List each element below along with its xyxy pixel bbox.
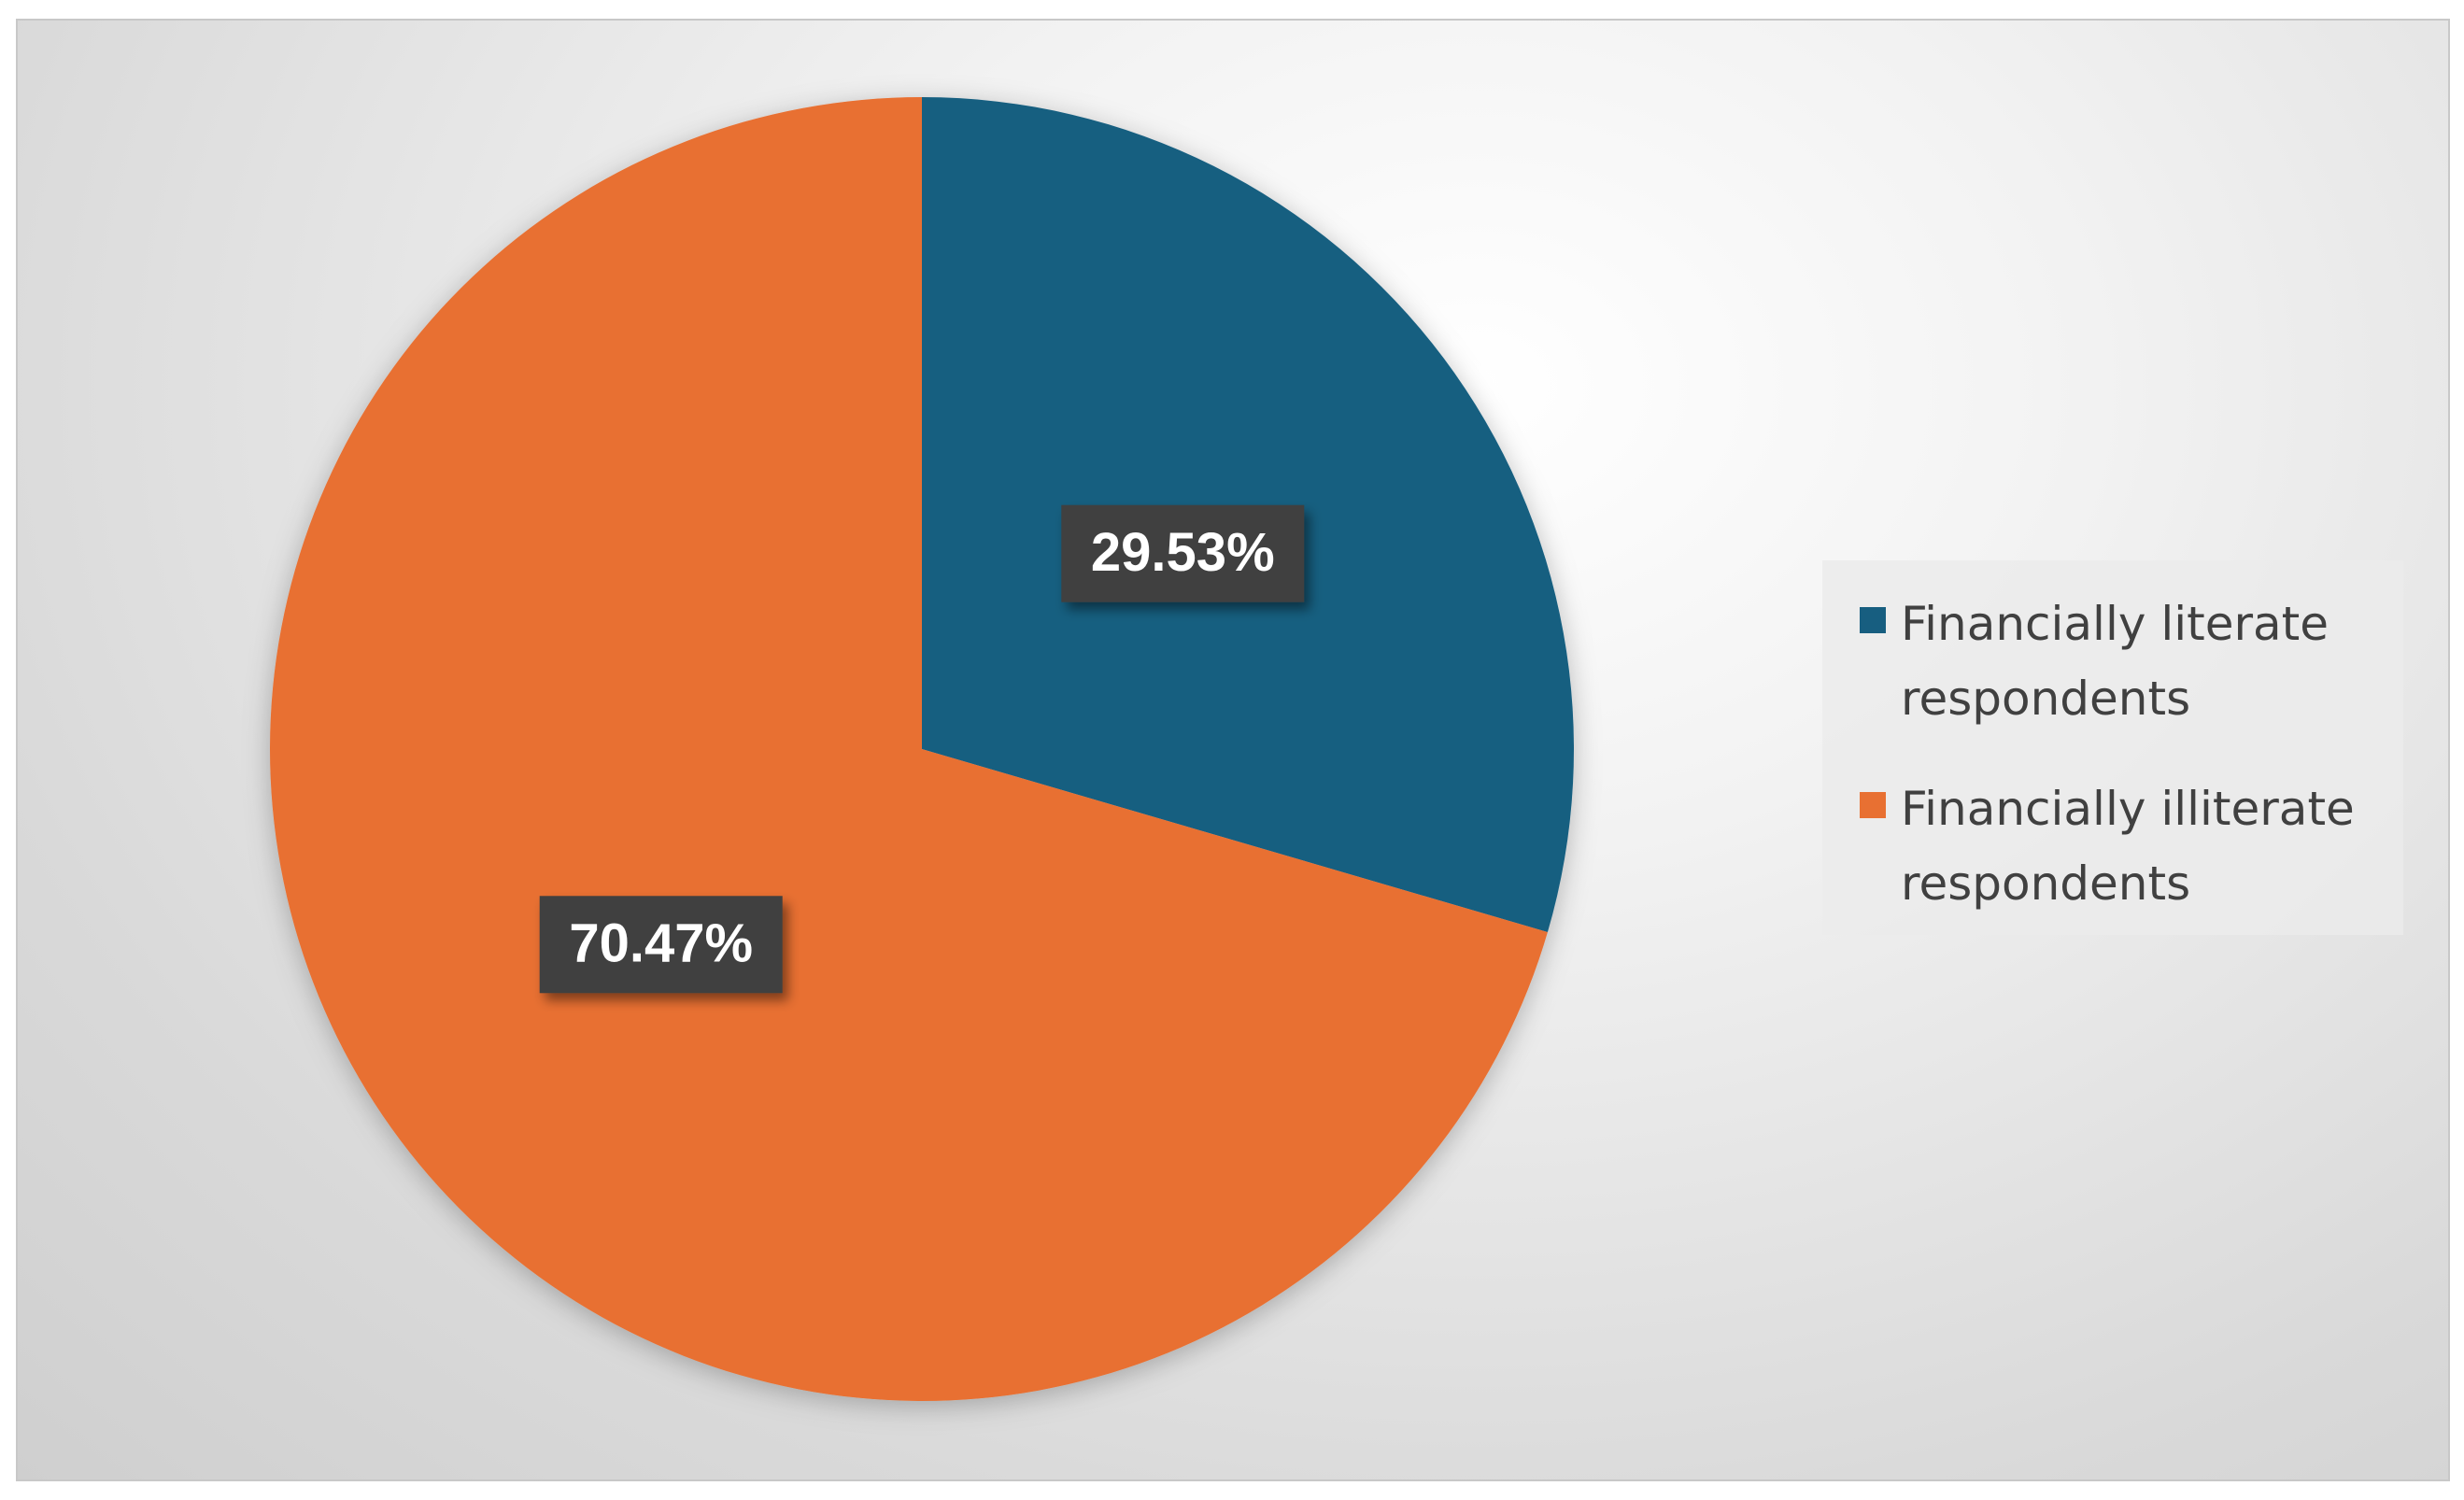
legend: Financially literate respondents Financia… xyxy=(1822,560,2403,935)
data-label-box xyxy=(539,896,783,994)
data-label: 70.47% xyxy=(569,913,753,974)
legend-swatch xyxy=(1860,792,1886,818)
legend-label: Financially illiterate respondents xyxy=(1901,782,2355,911)
data-label-box xyxy=(1061,504,1305,602)
legend-item: Financially literate respondents xyxy=(1860,587,2385,736)
legend-swatch xyxy=(1860,607,1886,633)
pie-slice xyxy=(270,97,1548,1401)
legend-item: Financially illiterate respondents xyxy=(1860,771,2385,921)
data-label: 29.53% xyxy=(1091,522,1275,583)
legend-label: Financially literate respondents xyxy=(1901,597,2329,726)
pie xyxy=(270,97,1574,1401)
